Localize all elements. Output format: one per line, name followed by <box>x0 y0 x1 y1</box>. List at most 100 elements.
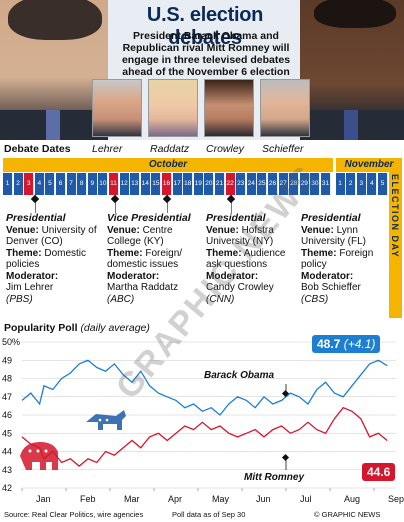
debate-type: Vice Presidential <box>107 212 191 224</box>
x-tick-label: Aug <box>344 494 360 504</box>
venue-value: Centre College (KY) <box>107 224 173 248</box>
calendar-day-oct-19: 19 <box>193 173 204 195</box>
romney-series-line <box>21 406 388 467</box>
moderator-photo-schieffer <box>260 79 310 137</box>
y-tick-label: 45 <box>2 428 12 438</box>
theme-label: Theme: <box>206 247 242 259</box>
romney-portrait <box>0 0 108 140</box>
moderator-value: Jim Lehrer <box>6 282 54 293</box>
y-tick-label: 46 <box>2 410 12 420</box>
page-subtitle: President Barack Obama and Republican ri… <box>121 30 291 78</box>
romney-value: 44.6 <box>367 465 391 479</box>
calendar-day-oct-24: 24 <box>246 173 257 195</box>
calendar-day-nov-2: 2 <box>346 173 357 195</box>
x-tick-label: Feb <box>80 494 96 504</box>
y-tick-label: 47 <box>2 392 12 402</box>
theme-value: Foreign/ domestic issues <box>107 247 183 271</box>
romney-series-label: Mitt Romney <box>244 472 304 483</box>
calendar-day-oct-30: 30 <box>310 173 321 195</box>
calendar-day-oct-26: 26 <box>268 173 278 195</box>
debate-type: Presidential <box>206 212 266 224</box>
poll-subtitle: (daily average) <box>80 322 150 334</box>
calendar-day-oct-8: 8 <box>77 173 88 195</box>
romney-value-badge: 44.6 <box>362 463 396 481</box>
moderator-value: Bob Schieffer <box>301 282 361 293</box>
calendar-day-oct-20: 20 <box>204 173 215 195</box>
calendar-day-oct-4: 4 <box>34 173 45 195</box>
calendar-day-oct-10: 10 <box>98 173 109 195</box>
calendar-day-oct-18: 18 <box>183 173 194 195</box>
calendar-day-oct-21: 21 <box>215 173 225 195</box>
y-tick-label: 49 <box>2 355 12 365</box>
debate-type: Presidential <box>6 212 66 224</box>
venue-label: Venue: <box>6 224 39 236</box>
diamond-marker <box>281 389 290 398</box>
calendar-day-oct-6: 6 <box>56 173 66 195</box>
moderator-label: Moderator: <box>107 270 160 282</box>
debate-dates-heading: Debate Dates <box>4 143 71 155</box>
x-tick-label: Jun <box>256 494 271 504</box>
democrat-donkey-icon <box>86 410 126 430</box>
x-tick-label: Mar <box>124 494 140 504</box>
debate-card-3: Presidential Venue: Hofstra University (… <box>206 212 298 305</box>
venue-value: Hofstra University (NY) <box>206 224 274 248</box>
calendar-day-oct-13: 13 <box>130 173 141 195</box>
calendar-day-oct-12: 12 <box>119 173 130 195</box>
calendar-day-oct-17: 17 <box>172 173 183 195</box>
moderator-label: Moderator: <box>206 270 259 282</box>
connector-debate-1 <box>35 195 36 213</box>
moderator-name-raddatz: Raddatz <box>150 143 190 155</box>
calendar-day-nov-1: 1 <box>335 173 346 195</box>
election-day-bar: ELECTION DAY <box>389 170 402 318</box>
calendar-day-oct-22: 22 <box>225 173 236 195</box>
obama-portrait <box>300 0 404 140</box>
venue-value: University of Denver (CO) <box>6 224 97 248</box>
moderator-name-schieffer: Schieffer <box>262 143 304 155</box>
calendar-day-oct-27: 27 <box>278 173 289 195</box>
calendar-day-oct-25: 25 <box>257 173 268 195</box>
x-tick-label: May <box>212 494 230 504</box>
obama-series-label: Barack Obama <box>204 370 274 381</box>
connector-debate-2 <box>115 195 116 213</box>
november-label: November <box>336 158 402 172</box>
x-tick-label: Apr <box>168 494 182 504</box>
chart-grid <box>21 341 396 491</box>
moderator-name-crowley: Crowley <box>206 143 244 155</box>
calendar-day-oct-28: 28 <box>289 173 300 195</box>
connector-debate-4 <box>231 195 232 213</box>
obama-series-line <box>21 359 388 416</box>
calendar-day-nov-4: 4 <box>367 173 378 195</box>
republican-elephant-icon <box>20 442 58 470</box>
theme-label: Theme: <box>6 247 42 259</box>
obama-value-badge: 48.7 (+4.1) <box>312 335 381 353</box>
moderator-label: Moderator: <box>6 270 59 282</box>
election-day-label: ELECTION DAY <box>390 174 400 259</box>
theme-value: Domestic policies <box>6 247 87 271</box>
y-axis-labels: 42 43 44 45 46 47 48 49 50% <box>2 337 20 493</box>
calendar-day-nov-5: 5 <box>378 173 388 195</box>
moderator-photo-lehrer <box>92 79 142 137</box>
debate-card-1: Presidential Venue: University of Denver… <box>6 212 104 305</box>
calendar-day-oct-29: 29 <box>299 173 310 195</box>
network-value: (ABC) <box>107 293 135 305</box>
venue-label: Venue: <box>301 224 334 236</box>
moderator-label: Moderator: <box>301 270 354 282</box>
poll-line-chart: 42 43 44 45 46 47 48 49 50% Jan Feb Mar Apr May Jun Ju… <box>2 337 404 504</box>
y-tick-label: 50% <box>2 337 20 347</box>
diamond-marker <box>162 194 172 204</box>
calendar-day-oct-3: 3 <box>24 173 35 195</box>
page-title: U.S. election debates <box>146 4 264 49</box>
calendar-day-oct-15: 15 <box>151 173 162 195</box>
calendar-day-oct-23: 23 <box>236 173 247 195</box>
y-tick-label: 43 <box>2 465 12 475</box>
theme-label: Theme: <box>301 247 337 259</box>
x-tick-label: Jul <box>300 494 312 504</box>
calendar-day-oct-5: 5 <box>45 173 56 195</box>
venue-label: Venue: <box>107 224 140 236</box>
calendar-day-oct-9: 9 <box>87 173 98 195</box>
header-banner: U.S. election debates President Barack O… <box>0 0 404 140</box>
y-tick-label: 44 <box>2 447 12 457</box>
debate-type: Presidential <box>301 212 361 224</box>
theme-label: Theme: <box>107 247 143 259</box>
obama-value: 48.7 <box>317 337 341 351</box>
